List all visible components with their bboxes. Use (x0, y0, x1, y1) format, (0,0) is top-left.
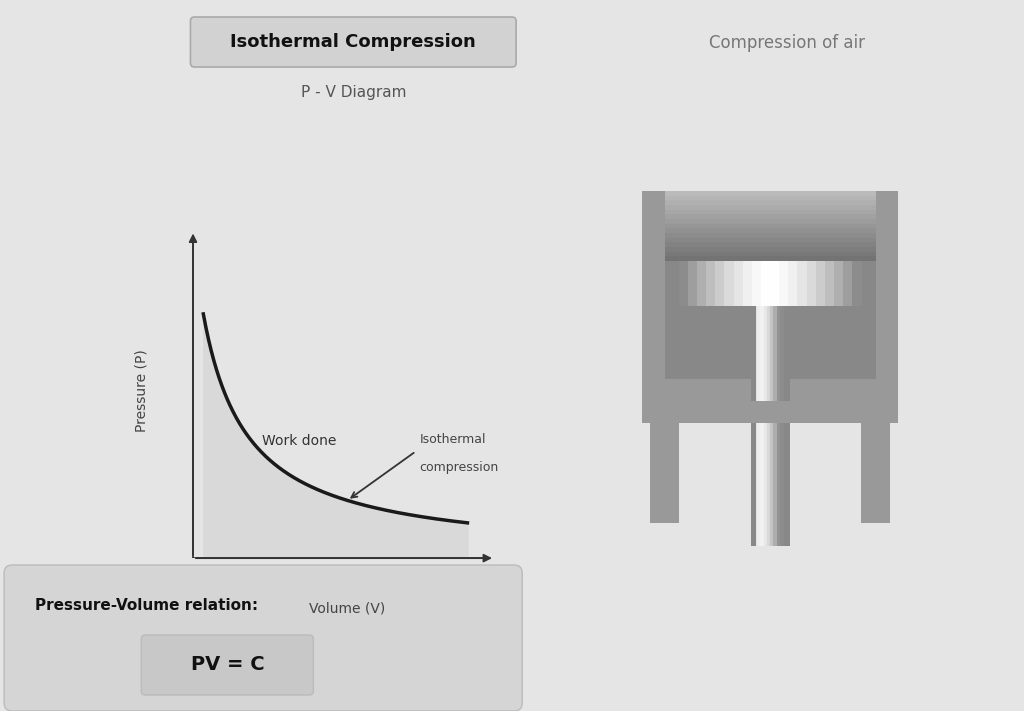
Bar (665, 228, 876, 233)
Bar (834, 261, 844, 306)
Bar (665, 232, 876, 237)
Text: P - V Diagram: P - V Diagram (300, 85, 407, 100)
Bar (770, 306, 774, 546)
Bar (754, 306, 758, 546)
Bar (798, 261, 807, 306)
Text: Pressure-Volume relation:: Pressure-Volume relation: (35, 597, 258, 612)
Bar (688, 261, 697, 306)
Bar (786, 306, 791, 546)
Bar (665, 191, 876, 379)
Bar (767, 306, 771, 546)
Bar (665, 223, 876, 228)
FancyBboxPatch shape (141, 635, 313, 695)
Bar (665, 242, 876, 247)
Text: Isothermal Compression: Isothermal Compression (230, 33, 476, 51)
Bar (665, 191, 876, 261)
Bar (665, 237, 876, 242)
Bar (733, 261, 743, 306)
Bar (665, 261, 679, 306)
Bar (760, 306, 764, 546)
Bar (697, 261, 707, 306)
Bar (665, 191, 876, 196)
Bar (770, 261, 779, 306)
Bar (665, 256, 876, 261)
Bar (788, 261, 798, 306)
Bar (642, 401, 898, 423)
Text: Isothermal: Isothermal (420, 433, 486, 447)
Bar (776, 306, 780, 546)
Bar (779, 261, 788, 306)
Text: Compression of air: Compression of air (710, 34, 865, 52)
Text: Volume (V): Volume (V) (309, 602, 385, 616)
Bar (761, 261, 771, 306)
Bar (751, 306, 755, 546)
Bar (807, 261, 816, 306)
Bar (665, 247, 876, 252)
Bar (861, 261, 876, 306)
Bar (751, 306, 756, 546)
Bar (665, 214, 876, 219)
Bar (757, 306, 761, 546)
Bar (665, 218, 876, 224)
Bar (665, 195, 876, 201)
Bar (665, 209, 876, 214)
Bar (764, 306, 767, 546)
FancyBboxPatch shape (4, 565, 522, 711)
Text: compression: compression (420, 461, 499, 474)
Bar (665, 205, 876, 210)
Bar (780, 306, 783, 546)
Bar (843, 261, 853, 306)
Text: Work done: Work done (261, 434, 336, 448)
Bar (665, 251, 876, 257)
Bar (725, 261, 734, 306)
Bar (642, 191, 898, 401)
Bar (784, 306, 790, 546)
Bar (650, 423, 679, 523)
Bar (742, 261, 753, 306)
FancyBboxPatch shape (190, 17, 516, 67)
Bar (752, 261, 762, 306)
Bar (815, 261, 825, 306)
Bar (824, 261, 835, 306)
Bar (679, 261, 688, 306)
Bar (861, 423, 890, 523)
Text: PV = C: PV = C (190, 656, 264, 675)
Bar (707, 261, 716, 306)
Bar (773, 306, 777, 546)
Bar (716, 261, 725, 306)
Text: Pressure (P): Pressure (P) (134, 350, 148, 432)
Bar (665, 200, 876, 205)
Bar (783, 306, 786, 546)
Bar (852, 261, 862, 306)
